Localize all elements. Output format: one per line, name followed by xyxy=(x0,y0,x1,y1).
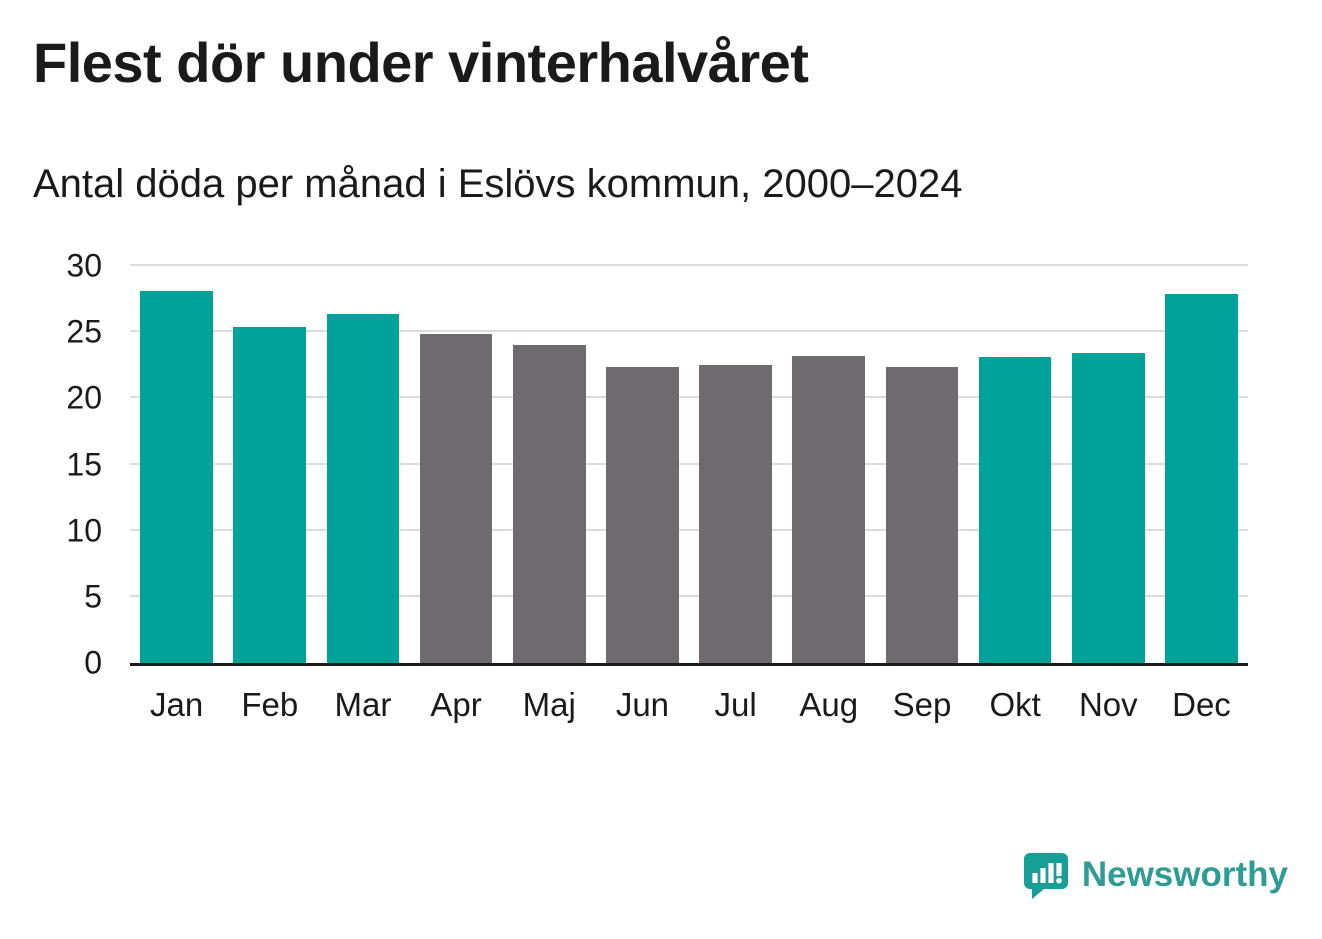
x-axis-label: Jan xyxy=(149,686,204,723)
bar-jun xyxy=(606,366,679,663)
bar-cell xyxy=(316,266,409,663)
bar-aug xyxy=(792,356,866,663)
bar-cell xyxy=(1155,266,1248,663)
x-axis-label: Aug xyxy=(799,686,859,723)
y-tick-label: 25 xyxy=(66,313,102,350)
bar-maj xyxy=(512,345,586,663)
x-axis-label: Maj xyxy=(522,686,576,723)
bar-jan xyxy=(140,291,213,663)
x-axis-label: Dec xyxy=(1172,686,1231,723)
y-tick-label: 20 xyxy=(66,379,102,416)
bar-apr xyxy=(419,333,493,663)
chart-subtitle: Antal döda per månad i Eslövs kommun, 20… xyxy=(33,162,963,206)
bar-mar xyxy=(326,313,400,663)
branding-label: Newsworthy xyxy=(1081,855,1288,894)
bar-cell xyxy=(596,266,689,663)
x-axis-label: Okt xyxy=(989,686,1041,723)
x-axis-label: Mar xyxy=(334,686,392,723)
bar-jul xyxy=(699,365,772,663)
x-axis-label: Nov xyxy=(1078,686,1138,723)
y-tick-label: 15 xyxy=(66,446,102,482)
y-tick-label: 0 xyxy=(84,644,102,681)
bar-cell xyxy=(969,266,1062,663)
y-axis-labels: 0 5 10 15 20 25 30 xyxy=(0,248,116,681)
x-axis-label: Jul xyxy=(714,686,757,723)
plot-area xyxy=(130,264,1248,666)
bar-okt xyxy=(978,357,1052,663)
bar-cell xyxy=(782,266,875,663)
bar-cell xyxy=(1062,266,1155,663)
chart-title: Flest dör under vinterhalvåret xyxy=(33,31,809,94)
x-axis-label: Apr xyxy=(430,686,482,723)
bar-cell xyxy=(875,266,968,663)
x-axis-label: Feb xyxy=(241,686,299,723)
bar-cell xyxy=(410,266,503,663)
y-tick-label: 30 xyxy=(66,247,102,284)
branding: Newsworthy xyxy=(1022,851,1288,899)
bar-cell xyxy=(503,266,596,663)
bar-cell xyxy=(130,266,223,663)
bar-feb xyxy=(233,326,307,663)
y-tick-label: 10 xyxy=(66,512,102,549)
bar-cell xyxy=(689,266,782,663)
bar-cell xyxy=(223,266,316,663)
x-axis-labels: Jan Feb Mar Apr Maj Jun Jul Aug Sep Okt Nov Dec xyxy=(130,686,1248,724)
x-axis-label: Sep xyxy=(892,686,952,723)
bar-sep xyxy=(885,366,959,663)
y-tick-label: 5 xyxy=(84,578,102,615)
newsworthy-logo-icon xyxy=(1023,853,1068,899)
bar-nov xyxy=(1071,353,1145,663)
bar-dec xyxy=(1165,293,1238,663)
x-axis-label: Jun xyxy=(615,686,670,723)
